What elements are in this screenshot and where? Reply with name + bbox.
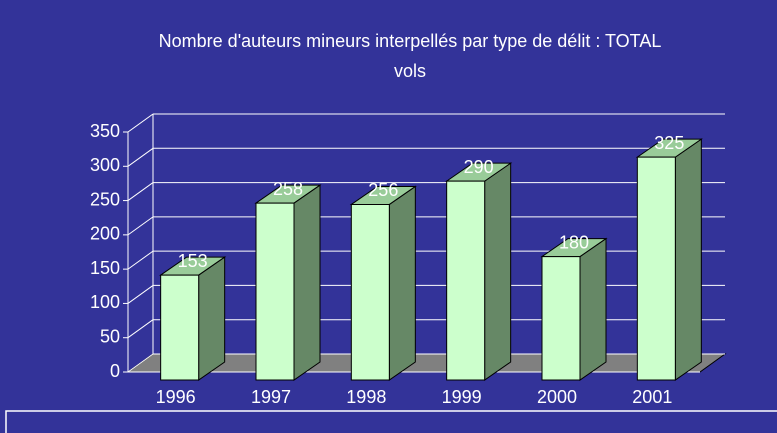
grid-line: [127, 216, 154, 236]
bar-front: [350, 203, 390, 381]
grid-line: [127, 147, 154, 167]
bar: [349, 185, 417, 381]
grid-line: [127, 319, 154, 339]
bar: [254, 184, 322, 381]
y-tick-label: 350: [90, 121, 120, 141]
bar: [540, 237, 608, 381]
x-tick-label: 1997: [251, 387, 291, 407]
bar-front: [541, 256, 581, 381]
bar-front: [255, 202, 295, 381]
chart-title: Nombre d'auteurs mineurs interpellés par…: [159, 31, 662, 51]
grid-line: [127, 113, 154, 133]
x-tick-label: 2000: [537, 387, 577, 407]
bar-side: [484, 162, 512, 381]
bar-side: [198, 256, 226, 381]
bar-front: [160, 274, 200, 381]
value-label: 153: [178, 251, 208, 271]
bar: [159, 256, 227, 381]
bar-side: [293, 184, 321, 381]
bar-side: [388, 185, 416, 381]
x-tick-label: 1999: [442, 387, 482, 407]
y-tick-label: 250: [90, 189, 120, 209]
y-tick-label: 150: [90, 258, 120, 278]
bar: [635, 138, 703, 381]
bar: [445, 162, 513, 381]
x-tick-label: 2001: [632, 387, 672, 407]
value-label: 290: [464, 157, 494, 177]
x-tick-label: 1998: [346, 387, 386, 407]
y-tick-label: 300: [90, 155, 120, 175]
y-tick-label: 200: [90, 224, 120, 244]
grid-line: [127, 182, 154, 201]
frame: [5, 410, 777, 433]
grid-line: [127, 353, 154, 373]
y-tick-label: 0: [110, 361, 120, 381]
chart-subtitle: vols: [394, 61, 426, 81]
value-label: 256: [368, 180, 398, 200]
value-label: 180: [559, 232, 589, 252]
y-tick-label: 100: [90, 292, 120, 312]
grid-line: [127, 250, 154, 270]
bar-front: [446, 180, 486, 381]
bar-side: [674, 138, 702, 381]
grid-line: [127, 285, 154, 304]
value-label: 258: [273, 179, 303, 199]
x-tick-label: 1996: [156, 387, 196, 407]
value-label: 325: [654, 133, 684, 153]
y-tick-label: 50: [100, 326, 120, 346]
bar-side: [579, 237, 607, 381]
bar-front: [636, 156, 676, 381]
